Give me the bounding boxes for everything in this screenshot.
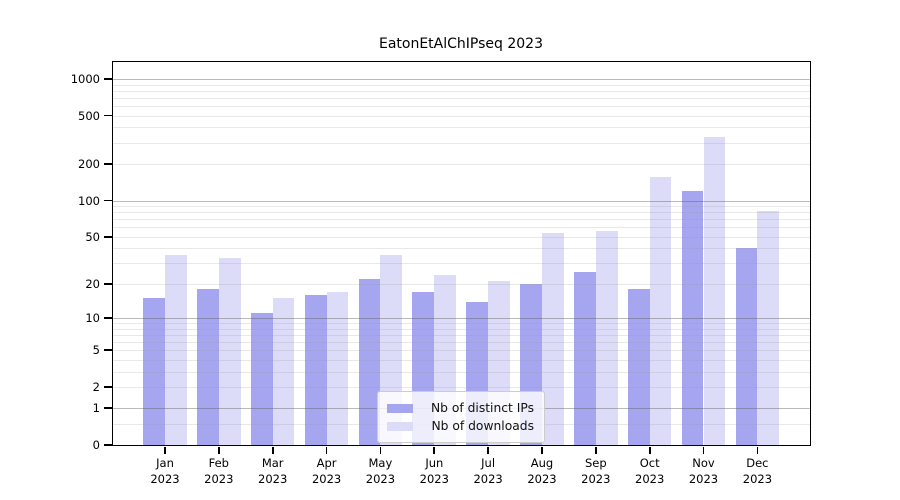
y-tick-label-2: 2 <box>92 379 100 394</box>
gridline-400 <box>113 127 810 129</box>
bar-distinct-ips-apr <box>304 294 327 445</box>
bar-distinct-ips-mar <box>250 313 273 445</box>
y-tick-mark-10 <box>104 317 112 319</box>
gridline-500 <box>113 115 810 117</box>
legend-row-downloads: Nb of downloads <box>387 417 534 435</box>
x-tick-mark-nov <box>702 447 705 454</box>
y-tick-label-1: 1 <box>92 401 100 416</box>
y-tick-label-50: 50 <box>85 229 100 244</box>
bar-distinct-ips-feb <box>197 289 219 445</box>
x-tick-label-feb: Feb 2023 <box>204 456 234 486</box>
x-tick-label-may: May 2023 <box>365 456 396 486</box>
plot-area: Nb of distinct IPs Nb of downloads <box>112 61 811 446</box>
y-tick-label-20: 20 <box>85 276 100 291</box>
x-tick-mark-dec <box>756 447 759 454</box>
y-tick-mark-5 <box>104 349 112 351</box>
x-tick-label-oct: Oct 2023 <box>635 456 665 486</box>
bar-downloads-aug <box>541 232 564 445</box>
bar-distinct-ips-dec <box>735 248 758 445</box>
bar-downloads-mar <box>272 298 295 445</box>
x-tick-label-sep: Sep 2023 <box>581 456 611 486</box>
legend-label-distinct-ips: Nb of distinct IPs <box>430 401 534 415</box>
x-tick-mark-feb <box>217 447 220 454</box>
bar-downloads-apr <box>326 291 349 445</box>
x-tick-label-dec: Dec 2023 <box>742 456 773 486</box>
bar-downloads-oct <box>649 176 672 445</box>
x-tick-label-jun: Jun 2023 <box>419 456 449 486</box>
x-tick-mark-jun <box>433 447 436 454</box>
legend-swatch-downloads <box>387 421 413 431</box>
y-tick-label-200: 200 <box>78 157 100 171</box>
y-tick-mark-20 <box>104 282 112 285</box>
x-tick-mark-apr <box>325 447 328 454</box>
bar-downloads-feb <box>218 258 241 445</box>
x-tick-label-aug: Aug 2023 <box>527 456 557 486</box>
bar-distinct-ips-may <box>358 278 381 445</box>
y-tick-mark-100 <box>104 199 112 202</box>
y-tick-mark-500 <box>104 114 112 117</box>
legend-row-distinct-ips: Nb of distinct IPs <box>387 399 534 417</box>
x-tick-mark-oct <box>648 447 651 454</box>
x-tick-mark-jan <box>164 447 166 454</box>
gridline-1000 <box>113 78 810 80</box>
y-tick-label-5: 5 <box>92 343 100 358</box>
y-tick-mark-1000 <box>104 78 112 80</box>
gridline-900 <box>113 84 810 86</box>
bar-distinct-ips-oct <box>627 289 650 445</box>
x-tick-mark-jul <box>487 447 489 454</box>
x-tick-mark-aug <box>541 447 543 454</box>
gridline-800 <box>113 90 810 92</box>
y-tick-mark-1 <box>104 407 112 410</box>
y-tick-mark-50 <box>104 235 112 238</box>
y-tick-mark-2 <box>104 385 112 388</box>
bar-distinct-ips-sep <box>574 272 596 445</box>
legend: Nb of distinct IPs Nb of downloads <box>377 391 545 443</box>
bar-distinct-ips-jan <box>143 298 165 445</box>
legend-label-downloads: Nb of downloads <box>431 419 534 433</box>
gridline-700 <box>113 97 810 99</box>
x-tick-mark-mar <box>271 447 274 454</box>
y-tick-mark-0 <box>104 444 112 446</box>
x-tick-label-jan: Jan 2023 <box>150 456 180 486</box>
bar-downloads-nov <box>703 136 726 445</box>
bar-distinct-ips-nov <box>681 190 704 445</box>
x-tick-label-mar: Mar 2023 <box>258 456 288 486</box>
y-tick-label-500: 500 <box>78 108 100 123</box>
chart-title: EatonEtAlChIPseq 2023 <box>378 36 543 52</box>
y-tick-label-1000: 1000 <box>70 71 100 86</box>
gridline-600 <box>113 106 810 107</box>
x-tick-mark-sep <box>594 447 597 454</box>
y-tick-label-0: 0 <box>92 438 100 452</box>
y-tick-label-10: 10 <box>85 311 100 325</box>
y-tick-label-100: 100 <box>78 193 100 208</box>
bar-downloads-jan <box>165 255 187 445</box>
x-tick-label-nov: Nov 2023 <box>688 456 719 486</box>
y-tick-mark-200 <box>104 163 112 165</box>
x-tick-label-jul: Jul 2023 <box>473 456 503 486</box>
bar-downloads-dec <box>757 210 780 445</box>
x-tick-mark-may <box>379 447 382 454</box>
x-tick-label-apr: Apr 2023 <box>311 456 342 486</box>
bar-downloads-sep <box>595 230 618 445</box>
legend-swatch-distinct-ips <box>387 403 413 413</box>
